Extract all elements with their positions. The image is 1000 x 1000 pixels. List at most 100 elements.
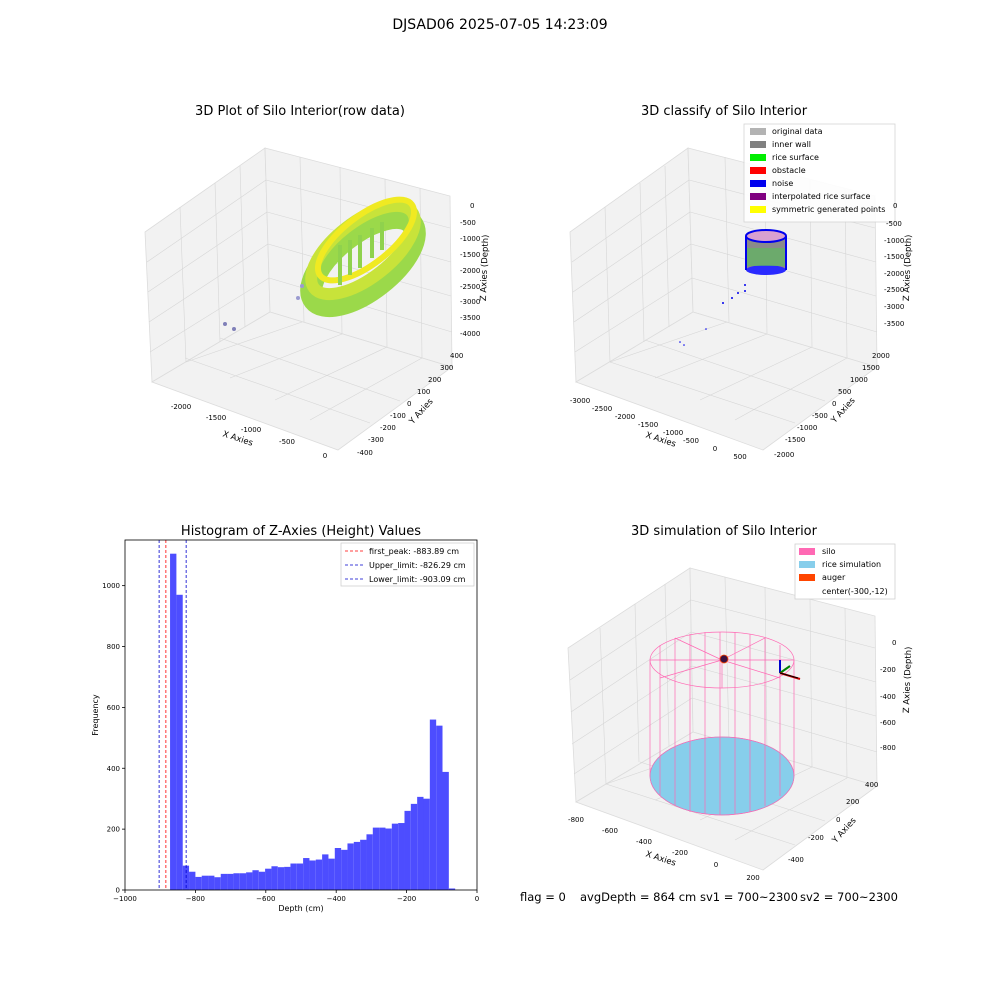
flag-status: flag = 0: [520, 890, 566, 904]
legend-swatch: [750, 167, 766, 174]
simulation-y-tick: -200: [808, 834, 824, 842]
raw-plot-title: 3D Plot of Silo Interior(row data): [195, 104, 405, 119]
raw-z-tick: -3000: [460, 298, 480, 306]
classify-x-tick: -1000: [663, 429, 683, 437]
raw-x-tick: -1000: [241, 426, 261, 434]
raw-point-cloud: [223, 196, 426, 331]
classify-z-tick: -3500: [884, 320, 904, 328]
y-tick-label: 600: [107, 704, 120, 712]
raw-x-tick: -500: [279, 438, 295, 446]
histogram-bar: [265, 868, 272, 890]
x-tick-label: −200: [397, 895, 416, 903]
histogram-bar: [220, 873, 228, 890]
classify-z-tick: -1000: [884, 237, 904, 245]
legend-swatch: [750, 128, 766, 135]
classify-x-tick: -2500: [592, 405, 612, 413]
classify-z-tick: -2000: [884, 270, 904, 278]
raw-z-tick: -1500: [460, 251, 480, 259]
simulation-y-tick: 400: [865, 781, 878, 789]
simulation-x-tick: -600: [602, 827, 618, 835]
y-tick-label: 200: [107, 826, 120, 834]
legend-swatch: [799, 561, 815, 568]
histogram-bar: [347, 843, 354, 890]
histogram-bar: [170, 553, 177, 890]
classify-x-tick: -500: [683, 437, 699, 445]
raw-3d-plot: -2000 -1500 -1000 -500 0 400 300 200 100…: [144, 147, 491, 460]
raw-x-tick: 0: [323, 452, 327, 460]
classify-y-tick: -1500: [785, 436, 805, 444]
figure-title: DJSAD06 2025-07-05 14:23:09: [392, 17, 608, 33]
histogram-bar: [195, 876, 202, 890]
histogram-bar: [379, 827, 386, 890]
classify-y-tick: 1500: [862, 364, 880, 372]
legend-swatch: [799, 548, 815, 555]
histogram-bar: [239, 873, 247, 890]
simulation-x-tick: 200: [746, 874, 759, 882]
simulation-z-tick: -200: [880, 666, 896, 674]
histogram-bar: [353, 841, 361, 890]
y-tick-label: 400: [107, 765, 120, 773]
histogram-bar: [284, 866, 291, 890]
classify-z-tick: -3000: [884, 303, 904, 311]
histogram-bar: [398, 823, 405, 890]
x-tick-label: −800: [186, 895, 205, 903]
histogram-bar: [208, 875, 215, 890]
histogram-bar: [417, 796, 424, 890]
classify-legend: original data inner wall rice surface ob…: [743, 123, 896, 223]
raw-y-tick: 400: [450, 352, 463, 360]
legend-label: Lower_limit: -903.09 cm: [369, 575, 466, 584]
simulation-y-label: Y Axies: [830, 815, 859, 846]
histogram-bar: [233, 873, 240, 890]
raw-z-tick: -1000: [460, 235, 480, 243]
x-tick-label: −600: [256, 895, 275, 903]
histogram-bar: [246, 872, 253, 890]
x-tick-label: 0: [475, 895, 479, 903]
legend-swatch: [750, 141, 766, 148]
raw-y-tick: -100: [390, 412, 406, 420]
simulation-x-tick: 0: [714, 861, 718, 869]
simulation-3d-plot: silo rice simulation auger center(-300,-…: [567, 543, 914, 882]
simulation-z-tick: -600: [880, 719, 896, 727]
histogram-bar: [296, 863, 304, 890]
silo-wireframe: [649, 631, 795, 816]
raw-y-tick: -400: [357, 449, 373, 457]
legend-swatch: [750, 154, 766, 161]
histogram-bar: [309, 860, 316, 890]
classify-z-tick: 0: [893, 202, 897, 210]
classify-y-tick: 1000: [850, 376, 868, 384]
simulation-y-tick: 200: [846, 798, 859, 806]
legend-label: original data: [772, 127, 823, 136]
raw-y-tick: 300: [440, 364, 453, 372]
histogram-bar: [315, 859, 323, 890]
histogram-bar: [341, 849, 348, 890]
classify-3d-plot: original data inner wall rice surface ob…: [569, 123, 914, 461]
histogram-bar: [277, 867, 285, 890]
raw-y-tick: 200: [428, 376, 441, 384]
raw-z-tick: -2500: [460, 283, 480, 291]
sv2-status: sv2 = 700~2300: [800, 890, 898, 904]
classify-y-tick: 2000: [872, 352, 890, 360]
y-tick-label: 0: [116, 887, 120, 895]
legend-label: Upper_limit: -826.29 cm: [369, 561, 466, 570]
simulation-y-tick: 0: [836, 816, 840, 824]
histogram-bar: [328, 858, 335, 890]
x-tick-label: −1000: [113, 895, 137, 903]
legend-label: rice surface: [772, 153, 819, 162]
raw-z-tick: -2000: [460, 267, 480, 275]
legend-label: interpolated rice surface: [772, 192, 870, 201]
raw-y-tick: -300: [368, 436, 384, 444]
histogram-bar: [404, 810, 411, 890]
histogram-bar: [258, 871, 266, 890]
simulation-plot-title: 3D simulation of Silo Interior: [631, 524, 817, 539]
classify-z-tick: -500: [886, 220, 902, 228]
classify-z-tick: -1500: [884, 253, 904, 261]
legend-label: noise: [772, 179, 793, 188]
raw-z-tick: 0: [470, 202, 474, 210]
histogram-y-label: Frequency: [91, 694, 100, 736]
legend-label: center(-300,-12): [822, 587, 888, 596]
raw-z-tick: -4000: [460, 330, 480, 338]
histogram-bar: [448, 888, 456, 890]
histogram-bar: [334, 848, 342, 890]
histogram-bar: [385, 828, 392, 890]
histogram-bar: [360, 839, 367, 890]
